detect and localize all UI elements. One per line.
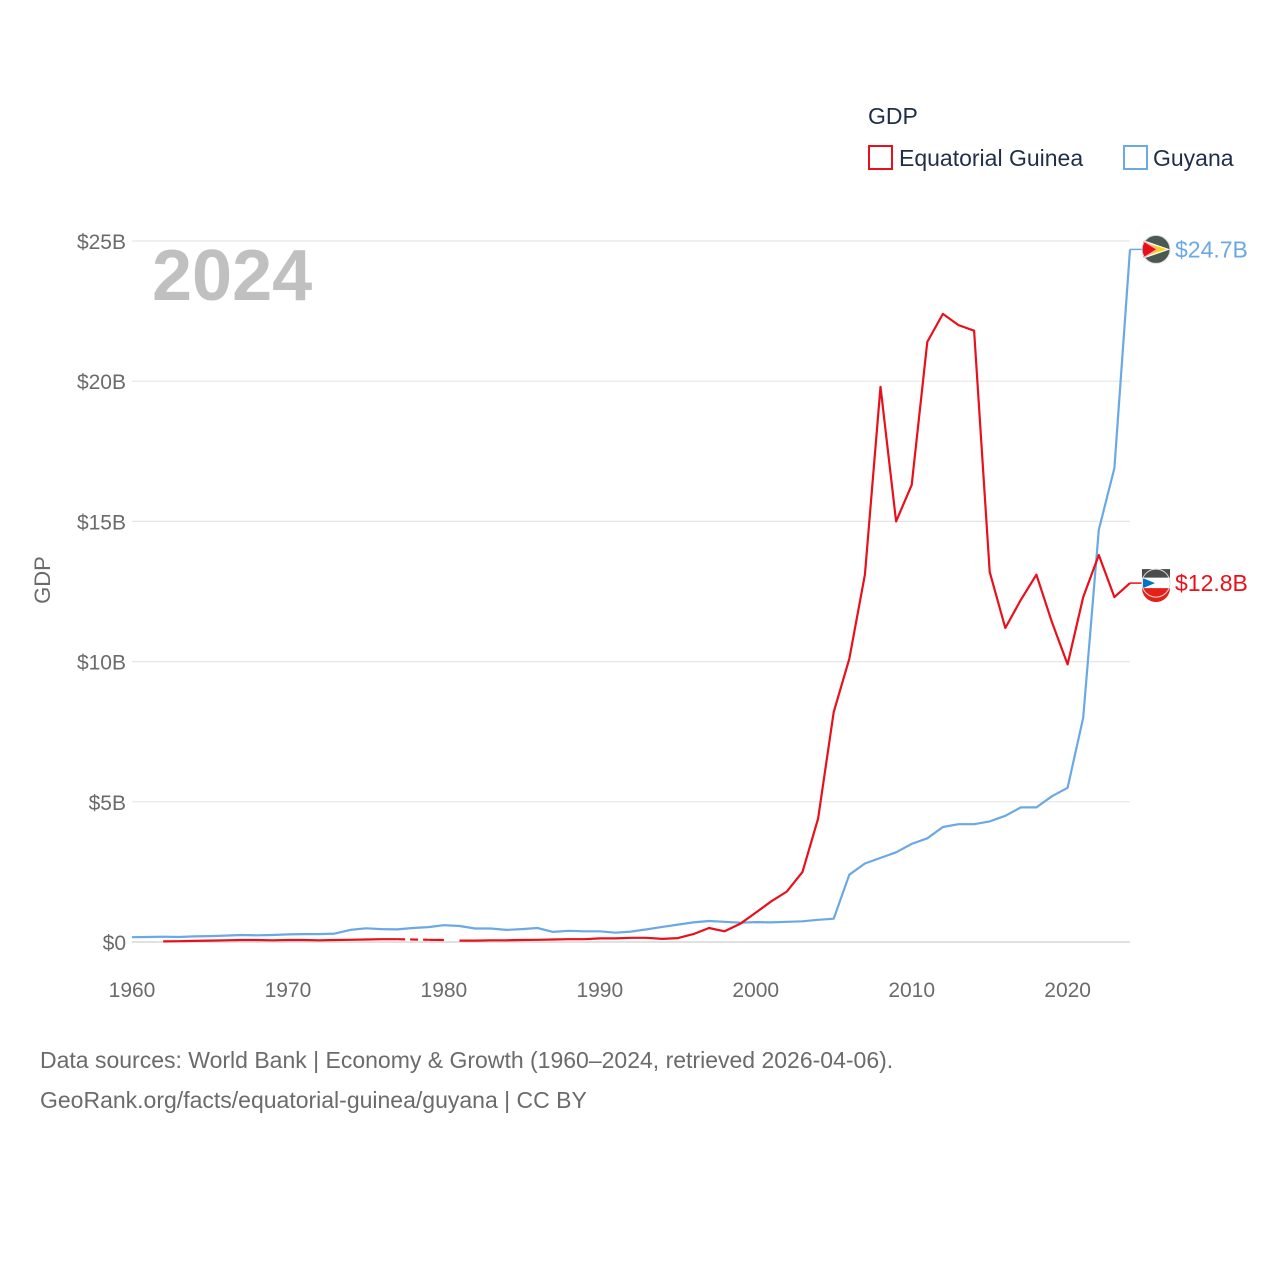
legend-label-guyana: Guyana — [1153, 145, 1234, 171]
legend-item-equatorial-guinea[interactable]: Equatorial Guinea — [868, 145, 1083, 171]
x-tick-label: 1960 — [109, 979, 156, 1002]
footer-attribution[interactable]: GeoRank.org/facts/equatorial-guinea/guya… — [40, 1087, 587, 1113]
y-tick-label: $20B — [77, 371, 126, 394]
footer: Data sources: World Bank | Economy & Gro… — [40, 1040, 893, 1120]
series-line-equatorial-guinea — [459, 312, 1131, 942]
end-label-equatorial-guinea: $12.8B — [1175, 570, 1248, 596]
x-tick-label: 2020 — [1044, 979, 1091, 1002]
y-tick-label: $15B — [77, 511, 126, 534]
series-gap-equatorial-guinea — [397, 938, 429, 941]
guyana-flag-icon — [1141, 234, 1171, 264]
y-tick-label: $0 — [103, 932, 126, 955]
y-tick-label: $10B — [77, 652, 126, 675]
year-watermark: 2024 — [152, 236, 312, 316]
y-tick-label: $25B — [77, 231, 126, 254]
equatorial-guinea-flag-icon — [1141, 568, 1171, 603]
gdp-line-chart: $0 $5B $10B $15B $20B $25B 1960 1970 1980 1990 20… — [30, 103, 1248, 1002]
end-label-guyana: $24.7B — [1175, 236, 1248, 262]
legend-title: GDP — [868, 103, 918, 129]
x-tick-label: 2000 — [732, 979, 779, 1002]
series-line-equatorial-guinea — [163, 938, 398, 943]
series-line-guyana — [131, 249, 1132, 939]
end-labels: $24.7B $12.8B — [1130, 234, 1248, 603]
footer-sources: Data sources: World Bank | Economy & Gro… — [40, 1047, 894, 1073]
legend-label-equatorial-guinea: Equatorial Guinea — [899, 145, 1083, 171]
y-tick-label: $5B — [89, 792, 126, 815]
x-tick-label: 1970 — [265, 979, 312, 1002]
legend-item-guyana[interactable]: Guyana — [1123, 145, 1234, 171]
y-axis-ticks: $0 $5B $10B $15B $20B $25B — [77, 231, 126, 955]
legend-swatch-equatorial-guinea — [868, 145, 893, 170]
x-tick-label: 1980 — [421, 979, 468, 1002]
legend-swatch-guyana — [1123, 145, 1148, 170]
y-axis-title: GDP — [30, 556, 55, 604]
gridlines — [132, 240, 1130, 943]
series-layer — [131, 249, 1132, 943]
x-axis-ticks: 1960 1970 1980 1990 2000 2010 2020 — [109, 979, 1091, 1002]
legend: GDP Equatorial Guinea Guyana — [868, 103, 1234, 171]
x-tick-label: 2010 — [888, 979, 935, 1002]
x-tick-label: 1990 — [576, 979, 623, 1002]
